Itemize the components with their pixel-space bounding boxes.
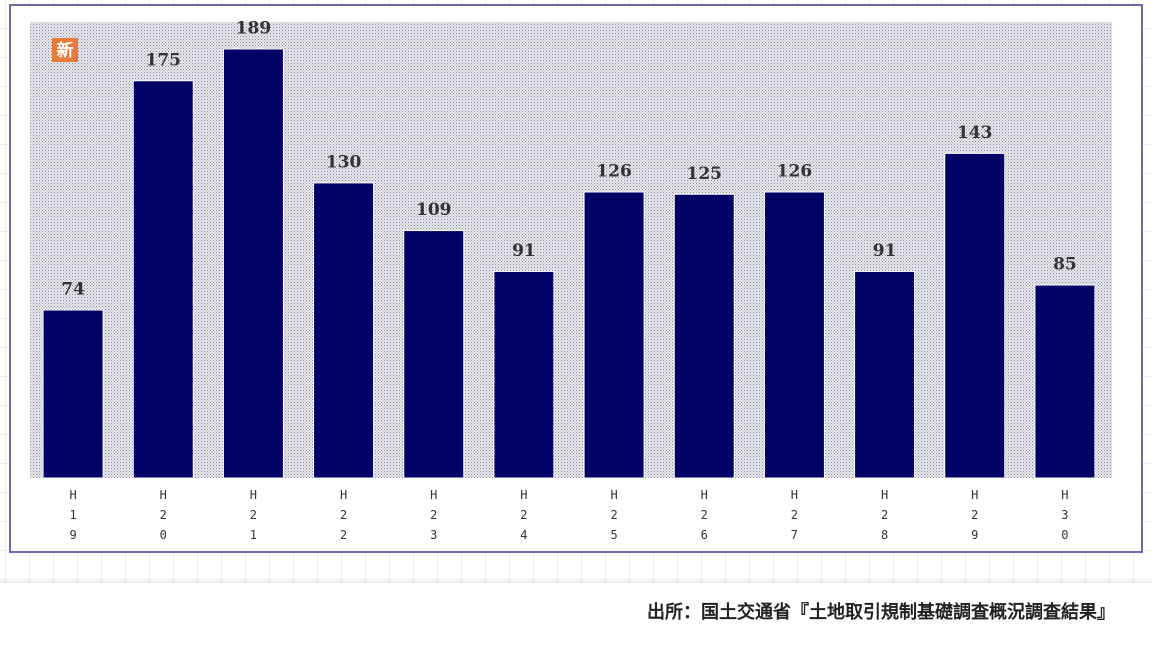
value-label: 91 <box>512 241 536 261</box>
bar <box>493 270 555 479</box>
bar <box>403 230 465 479</box>
value-label: 175 <box>146 50 182 70</box>
value-label: 91 <box>873 241 897 261</box>
value-label: 125 <box>687 164 723 184</box>
value-label: 126 <box>777 161 813 181</box>
value-label: 143 <box>957 123 993 143</box>
value-label: 189 <box>236 18 272 38</box>
plot-area <box>30 22 1112 478</box>
value-label: 130 <box>326 152 362 172</box>
bar <box>763 191 825 479</box>
source-row <box>0 582 1152 648</box>
bar <box>222 48 284 479</box>
bar <box>854 270 916 479</box>
source: 出所：国土交通省『土地取引規制基礎調査概況調査結果』 <box>647 601 1115 623</box>
value-label: 126 <box>596 161 632 181</box>
bar <box>583 191 645 479</box>
badge: 新 <box>57 40 74 61</box>
bar <box>944 152 1006 479</box>
chart: H 1 9 74 H 2 0 175 H 2 1 189 H 2 2 130 H 2 3 109 H 2 4 91 H 2 5 126… <box>42 18 1096 542</box>
bar <box>132 80 194 479</box>
bar <box>1034 284 1096 479</box>
bar <box>42 309 104 479</box>
bar <box>313 182 375 479</box>
value-label: 109 <box>416 200 452 220</box>
value-label: 85 <box>1053 255 1077 275</box>
bar <box>673 193 735 479</box>
badge-box <box>52 38 78 62</box>
value-label: 74 <box>61 280 85 300</box>
